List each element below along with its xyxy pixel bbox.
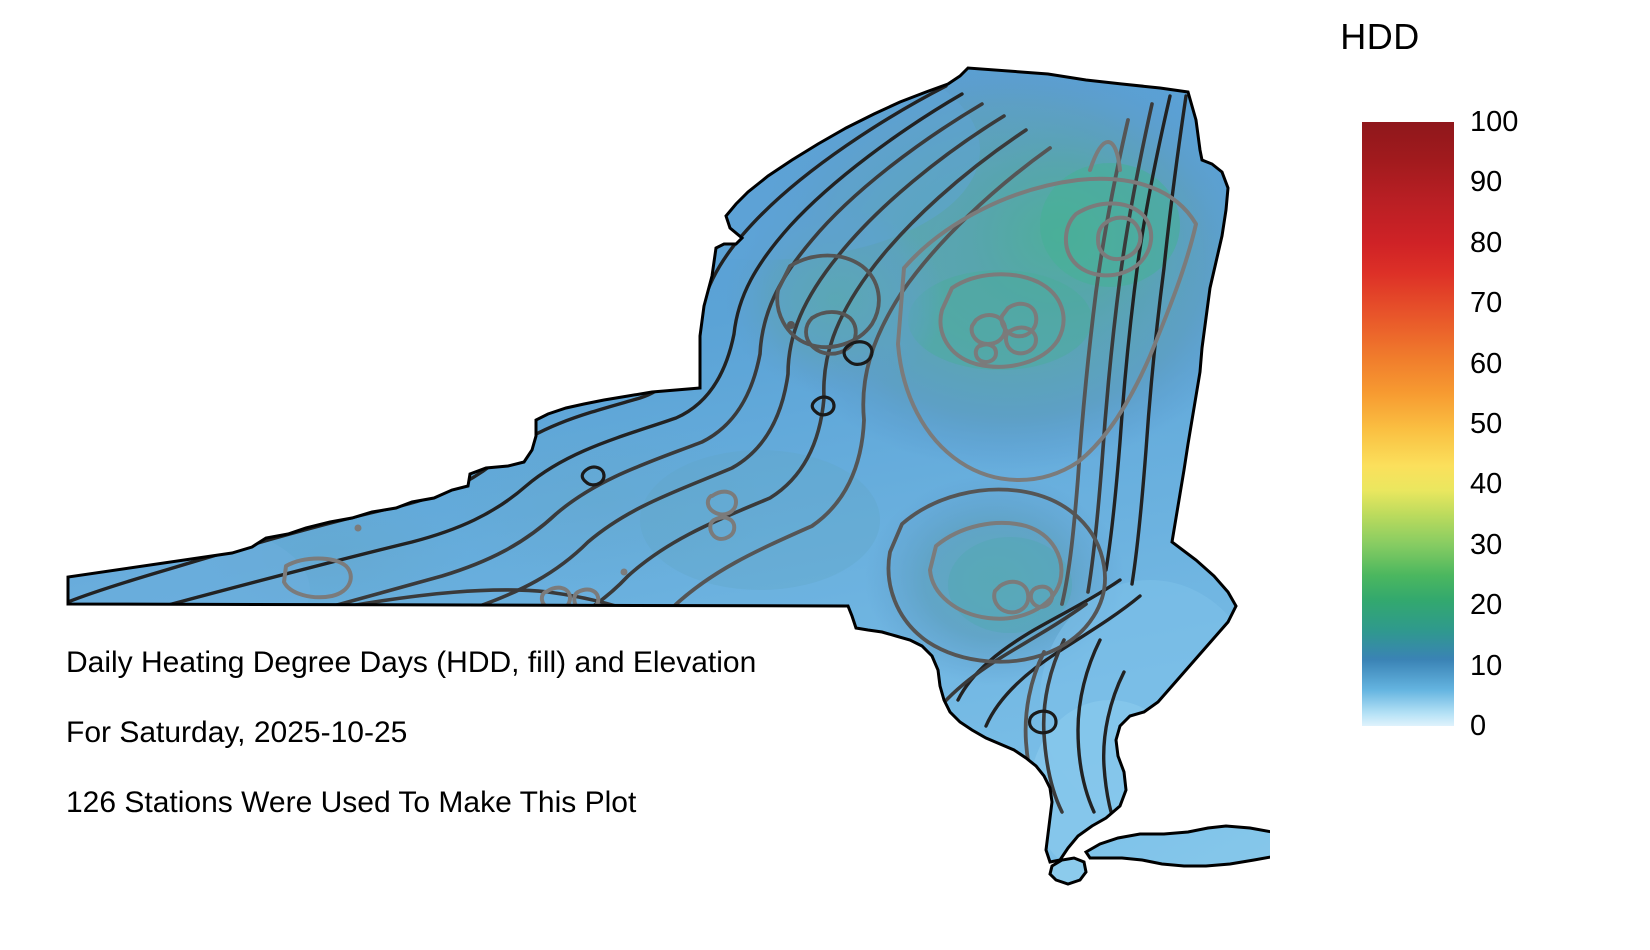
new-york-mainland-outline xyxy=(66,66,1238,864)
colorbar-gradient-wrap xyxy=(1362,122,1454,726)
colorbar-tick-100: 100 xyxy=(1470,106,1519,138)
colorbar-legend: HDD 100 90 80 70 60 50 40 30 20 10 0 xyxy=(1300,0,1650,950)
colorbar-tick-80: 80 xyxy=(1470,226,1503,259)
colorbar-tick-60: 60 xyxy=(1470,347,1503,380)
colorbar-tick-20: 20 xyxy=(1470,589,1503,622)
caption-date: For Saturday, 2025-10-25 xyxy=(66,716,408,749)
caption-title: Daily Heating Degree Days (HDD, fill) an… xyxy=(66,646,757,679)
colorbar-tick-40: 40 xyxy=(1470,468,1503,501)
colorbar-tick-0: 0 xyxy=(1470,710,1487,742)
new-york-state-choropleth xyxy=(66,66,1270,886)
caption-station-count: 126 Stations Were Used To Make This Plot xyxy=(66,786,637,819)
colorbar-tick-90: 90 xyxy=(1470,166,1503,199)
legend-title: HDD xyxy=(1340,16,1420,57)
colorbar-tick-50: 50 xyxy=(1470,408,1503,440)
colorbar-tick-10: 10 xyxy=(1470,649,1503,682)
caption-block: Daily Heating Degree Days (HDD, fill) an… xyxy=(66,648,966,858)
colorbar-gradient xyxy=(1362,122,1454,726)
colorbar-tick-30: 30 xyxy=(1470,528,1503,561)
staten-island xyxy=(1048,856,1088,886)
map-area xyxy=(66,66,1270,886)
colorbar-tick-70: 70 xyxy=(1470,287,1503,320)
